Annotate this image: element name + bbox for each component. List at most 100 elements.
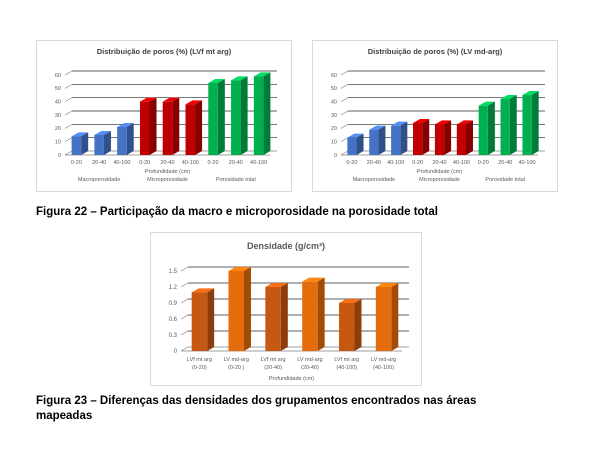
x-tick-label: (0-20)	[192, 365, 207, 371]
x-tick-label: (20-40)	[264, 365, 282, 371]
bar	[478, 101, 495, 155]
bar	[265, 283, 288, 351]
x-tick-label: 20-40	[498, 160, 512, 166]
x-tick-label: (40-100)	[336, 365, 357, 371]
group-label: Porosidade total	[216, 177, 256, 183]
x-tick-label: 20-40	[92, 160, 106, 166]
bar	[191, 288, 215, 351]
x-tick-label: 0-20	[412, 160, 423, 166]
gridline	[340, 137, 349, 142]
chart-panel-lv: Distribuição de poros (%) (LV md-arg) 0 1…	[312, 40, 558, 192]
bar	[456, 120, 473, 155]
x-tick-label: 0-20	[71, 160, 82, 166]
chart-title: Distribuição de poros (%) (LV md-arg)	[367, 47, 503, 56]
gridline	[64, 124, 73, 129]
y-tick-label: 60	[55, 73, 61, 79]
y-tick-label: 40	[55, 100, 61, 106]
x-tick-label: 20-40	[229, 160, 243, 166]
bar	[375, 283, 399, 351]
gridline	[340, 110, 349, 116]
x-tick-label: LV md-arg	[297, 357, 322, 363]
y-tick-label: 60	[331, 73, 337, 79]
x-axis-title: Profundidade (cm)	[145, 169, 190, 175]
x-axis-title: Profundidade (cm)	[269, 376, 314, 382]
gridline	[180, 330, 189, 336]
y-tick-label: 10	[331, 140, 337, 146]
bar	[94, 131, 111, 155]
figure-23-caption: Figura 23 – Diferenças das densidades do…	[36, 394, 476, 424]
y-tick-label: 0	[334, 153, 337, 159]
group-label: Porosidade total	[485, 177, 525, 183]
pore-distribution-chart-lvf: 0 10 20 30 40 50 60 0-20 20-40 40-100 0-20 20-40 40-…	[55, 70, 277, 183]
x-tick-label: LV md-arg	[371, 357, 396, 363]
y-tick-label: 0.9	[169, 301, 178, 307]
gridline	[64, 137, 73, 142]
chart-title: Densidade (g/cm³)	[246, 241, 325, 251]
bar	[391, 121, 408, 155]
x-tick-label: 20-40	[160, 160, 174, 166]
x-tick-label: LVf mt arg	[261, 357, 286, 363]
x-tick-label: LV md-arg	[224, 357, 249, 363]
bar	[117, 123, 134, 155]
y-tick-label: 50	[331, 86, 337, 92]
bar	[434, 120, 452, 155]
x-tick-label: 0-20	[208, 160, 219, 166]
bar	[339, 299, 362, 351]
x-tick-label: LVf mt arg	[334, 357, 359, 363]
bar	[369, 125, 386, 155]
x-tick-label: 0-20	[346, 160, 357, 166]
group-label: Microporosidade	[147, 177, 188, 183]
gridline	[340, 70, 349, 76]
x-tick-label: (0-20 )	[228, 365, 244, 371]
group-label: Macroporosidade	[78, 177, 121, 183]
x-tick-label: 40-100	[453, 160, 470, 166]
group-label: Macroporosidade	[353, 177, 396, 183]
bar	[253, 72, 271, 155]
y-tick-label: 40	[331, 100, 337, 106]
gridline	[180, 298, 189, 304]
gridline	[64, 97, 73, 102]
x-tick-label: 20-40	[432, 160, 446, 166]
group-label: Microporosidade	[419, 177, 460, 183]
gridline	[64, 70, 73, 76]
figure-22-caption: Figura 22 – Participação da macro e micr…	[36, 206, 438, 218]
y-tick-label: 10	[55, 140, 61, 146]
y-tick-label: 1.5	[169, 269, 178, 275]
x-tick-label: 40-100	[113, 160, 130, 166]
y-tick-label: 0.3	[169, 333, 178, 339]
bar	[347, 133, 364, 155]
gridline	[340, 150, 349, 156]
x-axis-title: Profundidade (cm)	[417, 169, 462, 175]
gridline	[340, 97, 349, 102]
bar	[302, 277, 325, 351]
y-tick-label: 30	[331, 113, 337, 119]
x-tick-label: 20-40	[367, 160, 381, 166]
x-tick-label: (40-100)	[373, 365, 394, 371]
pore-distribution-chart-lv: 0 10 20 30 40 50 60 0-20 20-40 40-100 0-20 20-40 40-…	[331, 70, 545, 183]
density-chart: 0 0.3 0.6 0.9 1.2 1.5 LVf mt arg (0-20) LV md-ar…	[169, 266, 409, 382]
x-tick-label: (20-40)	[301, 365, 319, 371]
y-tick-label: 1.2	[169, 285, 178, 291]
figure-23-caption-line1: Figura 23 – Diferenças das densidades do…	[36, 395, 477, 407]
gridline	[64, 110, 73, 116]
x-tick-label: 0-20	[139, 160, 150, 166]
bar	[71, 132, 89, 155]
y-tick-label: 30	[55, 113, 61, 119]
gridline	[340, 124, 349, 129]
gridline	[64, 150, 73, 156]
x-tick-label: 40-100	[250, 160, 267, 166]
x-tick-label: 40-100	[518, 160, 535, 166]
figure-23-caption-line2: mapeadas	[36, 410, 93, 422]
bar	[228, 267, 251, 351]
bar	[139, 97, 157, 155]
bar	[185, 100, 203, 155]
gridline	[180, 314, 189, 320]
y-tick-label: 0	[174, 349, 178, 355]
bar	[231, 76, 248, 155]
chart-panel-lvf: Distribuição de poros (%) (LVf mt arg) 0…	[36, 40, 292, 192]
bar	[500, 95, 517, 155]
gridline	[64, 84, 73, 89]
y-tick-label: 0.6	[169, 317, 178, 323]
gridline	[180, 346, 189, 352]
x-tick-label: 0-20	[478, 160, 489, 166]
